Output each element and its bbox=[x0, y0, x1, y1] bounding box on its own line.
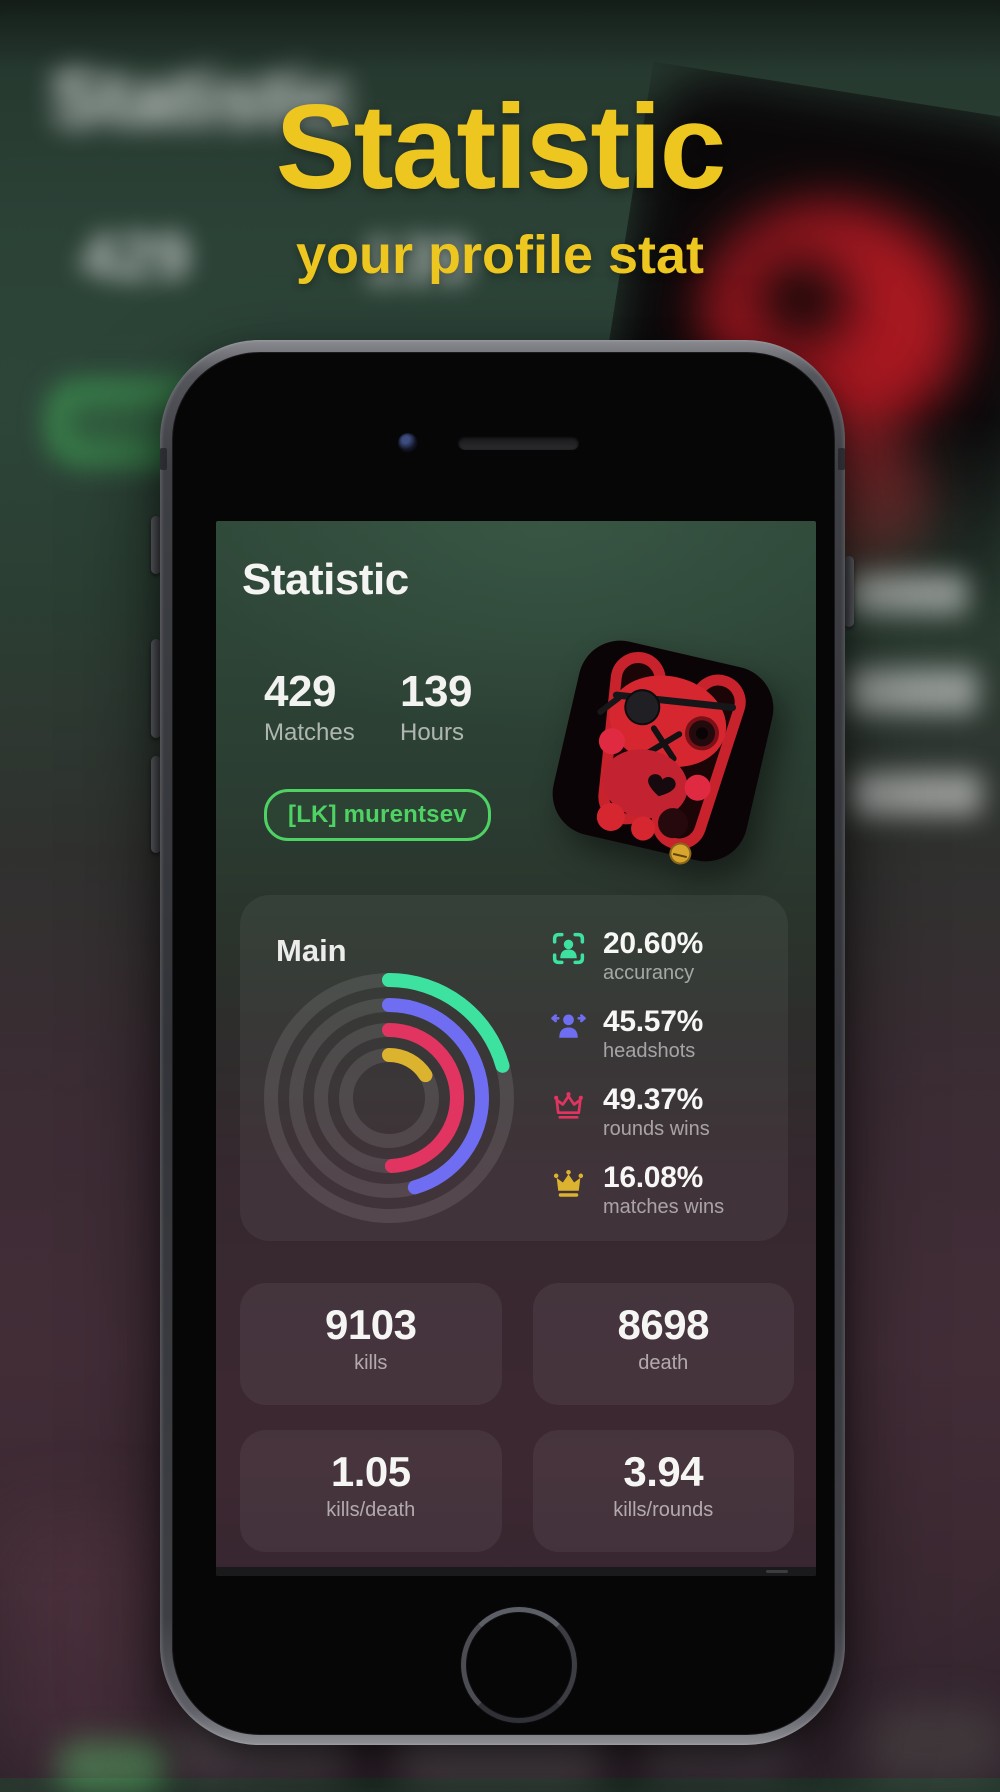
hours-stat: 139 Hours bbox=[400, 667, 506, 747]
death-card: 8698 death bbox=[532, 1283, 794, 1405]
phone-front-face: Statistic 429 Matches 139 Hours [LK] mur… bbox=[172, 352, 835, 1735]
kills-value: 9103 bbox=[325, 1301, 417, 1348]
metric-label: rounds wins bbox=[603, 1118, 710, 1140]
hours-value: 139 bbox=[400, 667, 472, 716]
kills-label: kills bbox=[354, 1352, 388, 1374]
background-blurred-stat-text bbox=[846, 668, 978, 714]
metrics-list: 20.60% accurancy bbox=[550, 927, 782, 1239]
hero-title: Statistic bbox=[275, 80, 727, 214]
mute-switch bbox=[151, 516, 161, 574]
person-viewfinder-icon bbox=[550, 930, 587, 967]
background-blurred-stat-text bbox=[848, 573, 968, 615]
metric-accurancy: 20.60% accurancy bbox=[550, 927, 782, 990]
rings-chart bbox=[264, 973, 514, 1223]
main-card-title: Main bbox=[276, 933, 347, 968]
power-button bbox=[844, 556, 854, 627]
background-blurred-stat-text bbox=[850, 772, 982, 816]
background-blurred-matches-value: 429 bbox=[80, 218, 190, 294]
background-blurred-card bbox=[866, 1706, 1000, 1786]
earpiece-speaker bbox=[458, 436, 579, 450]
background-blurred-hours-value: 139 bbox=[362, 222, 472, 298]
app-screen: Statistic 429 Matches 139 Hours [LK] mur… bbox=[216, 521, 816, 1576]
front-camera bbox=[398, 433, 418, 453]
metric-rounds-wins: 49.37% rounds wins bbox=[550, 1083, 782, 1146]
main-stats-card: Main 20.60% accurancy bbox=[240, 895, 788, 1241]
background-blurred-title: Statistic bbox=[50, 52, 353, 144]
metric-label: accurancy bbox=[603, 962, 695, 984]
metric-headshots: 45.57% headshots bbox=[550, 1005, 782, 1068]
kills-rounds-label: kills/rounds bbox=[613, 1499, 714, 1521]
hours-label: Hours bbox=[400, 719, 465, 747]
matches-label: Matches bbox=[264, 719, 355, 747]
kills-death-label: kills/death bbox=[326, 1499, 416, 1521]
metric-value: 49.37% bbox=[603, 1083, 703, 1116]
kills-rounds-value: 3.94 bbox=[623, 1448, 704, 1495]
kills-card: 9103 kills bbox=[240, 1283, 502, 1405]
scroll-indicator bbox=[766, 1570, 788, 1573]
metric-matches-wins: 16.08% matches wins bbox=[550, 1161, 782, 1224]
volume-down-button bbox=[151, 756, 161, 853]
home-button bbox=[461, 1607, 577, 1723]
player-tag-badge[interactable]: [LK] murentsev bbox=[264, 789, 491, 841]
crown-outline-icon bbox=[550, 1086, 587, 1123]
metric-value: 45.57% bbox=[603, 1005, 703, 1038]
kills-death-value: 1.05 bbox=[330, 1448, 411, 1495]
metric-value: 16.08% bbox=[603, 1161, 703, 1194]
death-label: death bbox=[638, 1352, 689, 1374]
screen-bottom-bar bbox=[216, 1567, 816, 1576]
metric-value: 20.60% bbox=[603, 927, 703, 960]
hero-subtitle: your profile stat bbox=[295, 225, 705, 285]
kills-death-card: 1.05 kills/death bbox=[240, 1430, 502, 1552]
death-value: 8698 bbox=[617, 1301, 710, 1348]
matches-value: 429 bbox=[264, 667, 336, 716]
antenna-line bbox=[838, 448, 845, 470]
antenna-line bbox=[160, 448, 167, 470]
crown-filled-icon bbox=[550, 1164, 587, 1201]
summary-stats: 429 Matches 139 Hours bbox=[264, 667, 506, 747]
metric-label: matches wins bbox=[603, 1196, 725, 1218]
metric-label: headshots bbox=[603, 1040, 696, 1062]
voodoo-bunny-avatar bbox=[552, 640, 774, 865]
background-blurred-band bbox=[0, 1520, 170, 1780]
phone-frame: Statistic 429 Matches 139 Hours [LK] mur… bbox=[160, 340, 845, 1745]
volume-up-button bbox=[151, 639, 161, 738]
matches-stat: 429 Matches bbox=[264, 667, 370, 747]
kills-rounds-card: 3.94 kills/rounds bbox=[532, 1430, 794, 1552]
stat-cards-grid: 9103 kills 8698 death 1.05 kills/death 3… bbox=[240, 1283, 794, 1552]
page-title: Statistic bbox=[242, 555, 409, 604]
person-arrows-icon bbox=[550, 1008, 587, 1045]
